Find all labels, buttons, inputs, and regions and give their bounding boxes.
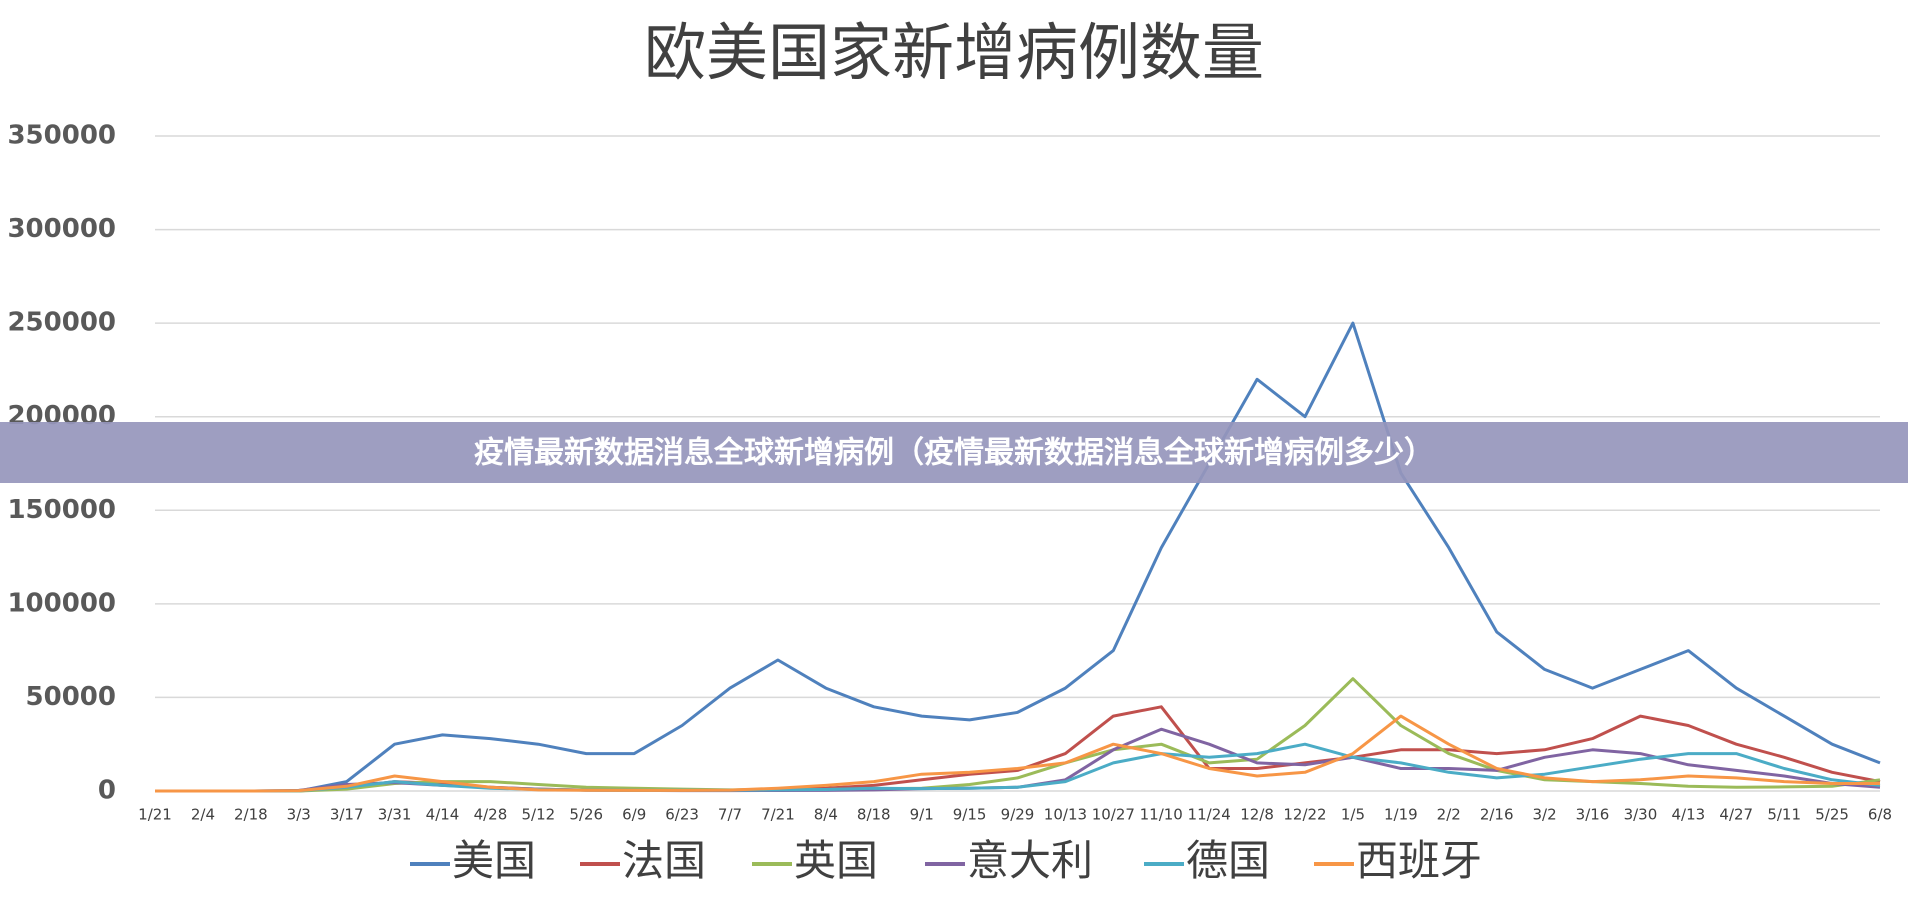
x-tick-label: 11/24: [1188, 806, 1231, 824]
x-tick-label: 2/2: [1437, 806, 1461, 824]
x-tick-label: 1/21: [138, 806, 172, 824]
x-tick-label: 6/9: [622, 806, 646, 824]
x-tick-label: 9/1: [910, 806, 934, 824]
x-tick-label: 12/8: [1240, 806, 1274, 824]
x-tick-label: 2/4: [191, 806, 215, 824]
chart-title: 欧美国家新增病例数量: [644, 16, 1264, 89]
legend: 美国 法国 英国 意大利 德国 西班牙: [410, 836, 1482, 885]
series-line: [155, 714, 1880, 793]
x-tick-label: 5/11: [1767, 806, 1801, 824]
x-tick-label: 3/16: [1576, 806, 1610, 824]
x-tick-label: 10/27: [1092, 806, 1135, 824]
legend-label: 德国: [1186, 836, 1270, 885]
x-tick-label: 11/10: [1140, 806, 1183, 824]
x-tick-label: 4/28: [474, 806, 508, 824]
series-line: [155, 321, 1881, 793]
series-line: [155, 742, 1881, 793]
legend-label: 美国: [452, 836, 536, 885]
y-tick-label: 350000: [7, 121, 116, 151]
x-tick-label: 9/15: [953, 806, 987, 824]
legend-label: 英国: [794, 836, 878, 885]
grid: [155, 135, 1880, 792]
x-tick-label: 1/19: [1384, 806, 1418, 824]
y-tick-label: 100000: [7, 588, 116, 618]
x-tick-label: 5/12: [521, 806, 555, 824]
banner-text: 疫情最新数据消息全球新增病例（疫情最新数据消息全球新增病例多少）: [474, 436, 1434, 471]
y-tick-label: 250000: [7, 308, 116, 338]
series-line: [155, 705, 1881, 793]
x-tick-label: 8/4: [814, 806, 838, 824]
x-tick-label: 3/2: [1533, 806, 1557, 824]
x-tick-label: 4/14: [426, 806, 460, 824]
x-tick-label: 5/25: [1815, 806, 1849, 824]
x-tick-label: 4/27: [1719, 806, 1753, 824]
x-tick-label: 6/23: [665, 806, 699, 824]
banner: [0, 422, 1908, 483]
x-tick-label: 2/16: [1480, 806, 1514, 824]
x-tick-label: 5/26: [569, 806, 603, 824]
y-tick-label: 300000: [7, 214, 116, 244]
legend-label: 法国: [622, 836, 706, 885]
y-tick-label: 50000: [26, 682, 116, 712]
x-tick-label: 8/18: [857, 806, 891, 824]
x-tick-label: 9/29: [1001, 806, 1035, 824]
x-tick-label: 3/30: [1624, 806, 1658, 824]
y-tick-label: 150000: [7, 495, 116, 525]
x-tick-label: 2/18: [234, 806, 268, 824]
x-tick-label: 7/7: [718, 806, 742, 824]
x-tick-label: 3/17: [330, 806, 364, 824]
x-tick-label: 1/5: [1341, 806, 1365, 824]
x-tick-label: 7/21: [761, 806, 795, 824]
x-tick-label: 4/13: [1671, 806, 1705, 824]
x-tick-label: 10/13: [1044, 806, 1087, 824]
x-tick-label: 6/8: [1868, 806, 1892, 824]
legend-label: 意大利: [967, 836, 1093, 885]
legend-label: 西班牙: [1356, 836, 1482, 885]
lines: [155, 321, 1881, 793]
y-tick-label: 0: [98, 776, 116, 806]
series-line: [155, 677, 1881, 793]
x-tick-label: 3/31: [378, 806, 412, 824]
x-tick-label: 3/3: [287, 806, 311, 824]
x-tick-label: 12/22: [1283, 806, 1326, 824]
